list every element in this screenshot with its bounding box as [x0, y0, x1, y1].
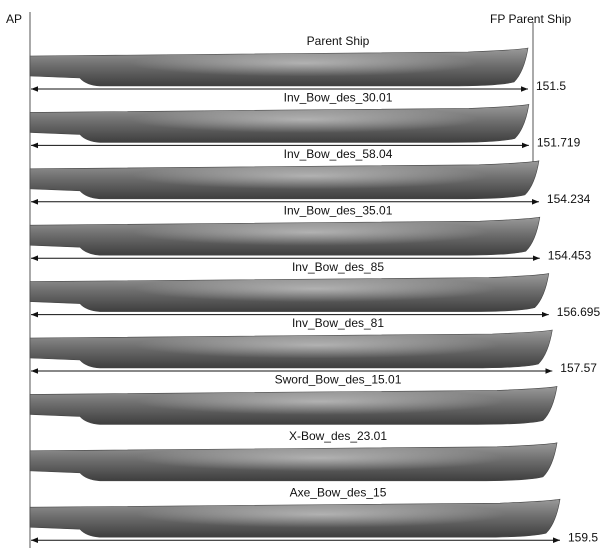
hull-figure: AP FP Parent Ship Parent Ship 151.5 Inv_Bo… — [0, 0, 604, 548]
length-label: 154.453 — [548, 248, 592, 262]
ap-label: AP — [6, 12, 22, 26]
hull-name: Inv_Bow_des_35.01 — [284, 203, 393, 217]
hull-name: X-Bow_des_23.01 — [289, 429, 387, 443]
length-label: 156.695 — [557, 305, 601, 319]
length-label: 154.234 — [547, 192, 591, 206]
length-label: 151.5 — [536, 79, 566, 93]
hull-name: Inv_Bow_des_30.01 — [284, 91, 393, 105]
fp-label: FP Parent Ship — [490, 12, 571, 26]
hull-name: Inv_Bow_des_81 — [292, 316, 384, 330]
length-label: 151.719 — [537, 136, 581, 150]
hull-name: Inv_Bow_des_85 — [292, 260, 384, 274]
hull-name: Sword_Bow_des_15.01 — [275, 373, 402, 387]
length-label: 157.57 — [560, 361, 597, 375]
hull-name: Parent Ship — [307, 34, 370, 48]
hull-name: Axe_Bow_des_15 — [290, 485, 387, 499]
length-label: 159.5 — [568, 530, 598, 544]
hull-name: Inv_Bow_des_58.04 — [284, 147, 393, 161]
